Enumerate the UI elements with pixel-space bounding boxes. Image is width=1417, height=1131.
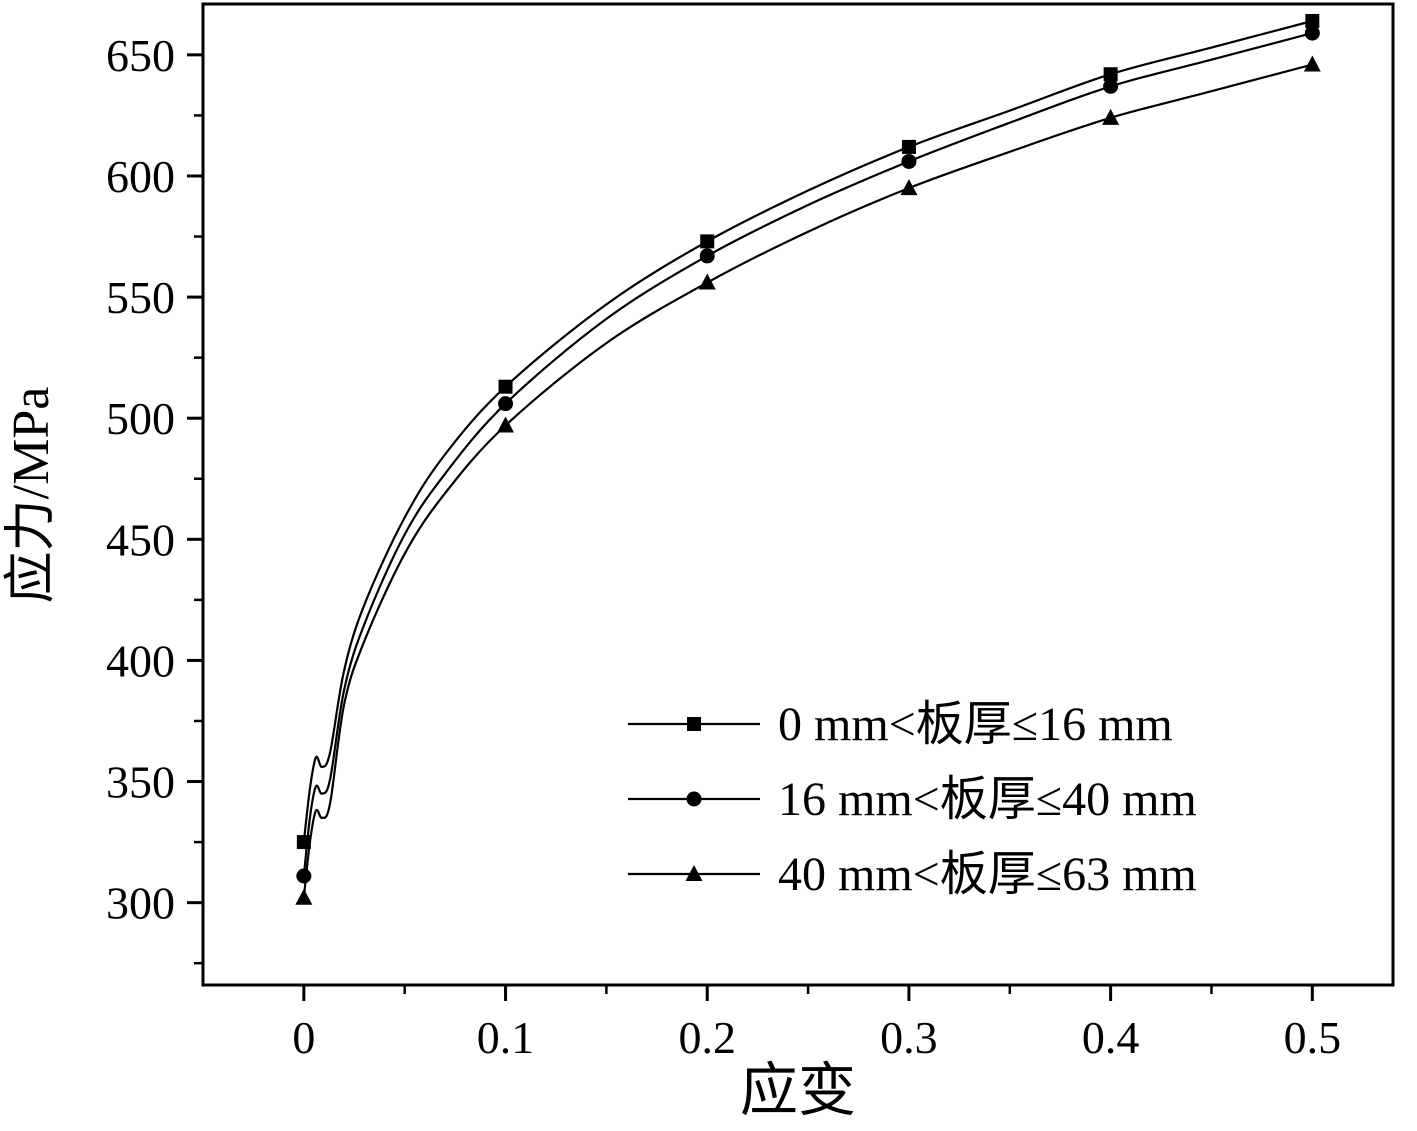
x-tick-label: 0.3 xyxy=(880,1012,938,1063)
circle-marker xyxy=(901,153,917,169)
triangle-marker xyxy=(1102,108,1120,125)
triangle-marker xyxy=(698,273,716,290)
y-axis-title: 应力/MPa xyxy=(3,387,60,604)
triangle-marker xyxy=(685,865,703,881)
y-tick-label: 500 xyxy=(106,393,175,444)
square-marker xyxy=(687,717,701,731)
x-tick-label: 0.1 xyxy=(477,1012,535,1063)
x-axis-title: 应变 xyxy=(740,1058,856,1123)
y-tick-label: 300 xyxy=(106,878,175,929)
x-tick-label: 0.5 xyxy=(1284,1012,1342,1063)
circle-marker xyxy=(686,791,702,807)
square-marker xyxy=(498,379,513,394)
triangle-marker xyxy=(1303,55,1321,72)
square-marker xyxy=(901,139,916,154)
series-curve xyxy=(302,32,1313,877)
legend-label-series-3: 40 mm<板厚≤63 mm xyxy=(778,848,1197,901)
y-tick-label: 350 xyxy=(106,757,175,808)
y-tick-label: 400 xyxy=(106,635,175,686)
x-tick-label: 0.4 xyxy=(1082,1012,1140,1063)
square-marker xyxy=(1103,67,1118,82)
series-curve xyxy=(302,19,1313,843)
legend-label-series-1: 0 mm<板厚≤16 mm xyxy=(778,698,1173,751)
circle-marker xyxy=(498,396,514,412)
legend-label-series-2: 16 mm<板厚≤40 mm xyxy=(778,773,1197,826)
circle-marker xyxy=(296,868,312,884)
circle-marker xyxy=(1103,78,1119,94)
series-layer xyxy=(295,13,1321,905)
y-tick-label: 650 xyxy=(106,30,175,81)
square-marker xyxy=(700,234,715,249)
legend-marks-layer xyxy=(628,717,760,881)
plot-frame xyxy=(201,2,1395,987)
y-tick-label: 450 xyxy=(106,514,175,565)
circle-marker xyxy=(1304,25,1320,41)
x-tick-label: 0.2 xyxy=(678,1012,736,1063)
y-tick-label: 600 xyxy=(106,151,175,202)
square-marker xyxy=(1305,13,1320,28)
x-tick-label: 0 xyxy=(292,1012,315,1063)
y-tick-label: 550 xyxy=(106,272,175,323)
axes-layer: 0 0.1 0.2 0.3 0.4 0.5 300 350 400 450 500 550 600 650 xyxy=(106,2,1395,1063)
circle-marker xyxy=(699,248,715,264)
triangle-marker xyxy=(497,416,515,433)
triangle-marker xyxy=(295,888,313,905)
series-curve xyxy=(302,63,1313,898)
triangle-marker xyxy=(900,179,918,196)
